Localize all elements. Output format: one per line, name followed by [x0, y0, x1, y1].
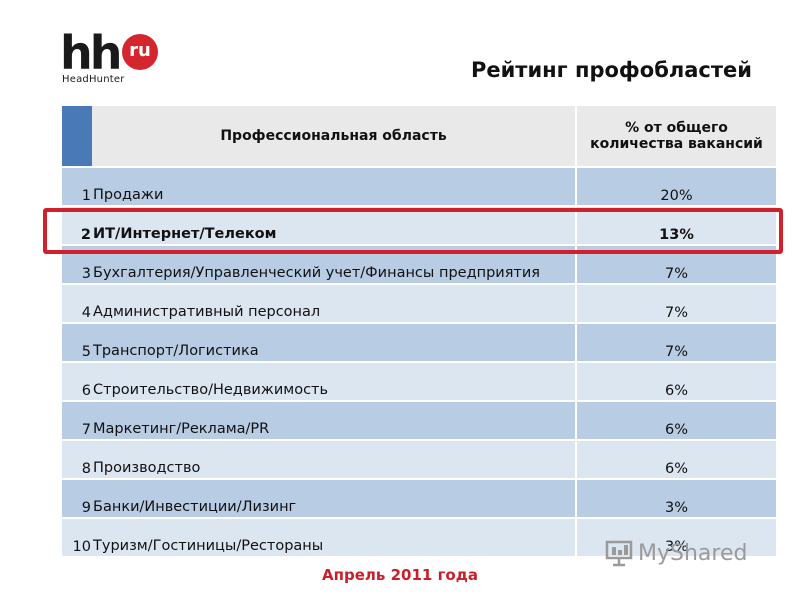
- table-row: 10 Туризм/Гостиницы/Рестораны 3%: [62, 518, 776, 558]
- row-percent: 7%: [575, 323, 776, 363]
- watermark: MyShared: [604, 537, 747, 569]
- table-row: 1 Продажи 20%: [62, 167, 776, 207]
- table-row: 7 Маркетинг/Реклама/PR 6%: [62, 401, 776, 441]
- row-percent: 6%: [575, 401, 776, 441]
- table-body: 1 Продажи 20% 2 ИТ/Интернет/Телеком 13% 3 Бухга…: [62, 167, 776, 558]
- row-rank: 3: [62, 245, 92, 285]
- row-rank: 2: [62, 206, 92, 246]
- percent-column-header: % от общего количества вакансий: [575, 106, 776, 168]
- row-area: Производство: [92, 440, 576, 480]
- headhunter-logo: hh ru HeadHunter: [60, 30, 160, 90]
- row-area: Продажи: [92, 167, 576, 207]
- row-rank: 4: [62, 284, 92, 324]
- row-percent: 6%: [575, 362, 776, 402]
- row-percent: 3%: [575, 479, 776, 519]
- table-row: 4 Административный персонал 7%: [62, 284, 776, 324]
- logo-badge: ru: [122, 34, 158, 70]
- row-area: Административный персонал: [92, 284, 576, 324]
- row-percent: 6%: [575, 440, 776, 480]
- logo-subtitle: HeadHunter: [62, 74, 125, 85]
- row-area: Строительство/Недвижимость: [92, 362, 576, 402]
- watermark-text: MyShared: [638, 540, 748, 566]
- row-area: Маркетинг/Реклама/PR: [92, 401, 576, 441]
- row-percent: 13%: [575, 206, 776, 246]
- row-area: ИТ/Интернет/Телеком: [92, 206, 576, 246]
- table-row: 3 Бухгалтерия/Управленческий учет/Финансы…: [62, 245, 776, 285]
- row-rank: 1: [62, 167, 92, 207]
- row-area: Бухгалтерия/Управленческий учет/Финансы …: [92, 245, 576, 285]
- rating-table: Профессиональная область % от общего кол…: [62, 106, 776, 558]
- row-rank: 9: [62, 479, 92, 519]
- row-rank: 8: [62, 440, 92, 480]
- row-area: Туризм/Гостиницы/Рестораны: [92, 518, 576, 558]
- rank-column-header: [62, 106, 92, 168]
- row-percent: 7%: [575, 284, 776, 324]
- table-header-row: Профессиональная область % от общего кол…: [62, 106, 776, 168]
- row-rank: 10: [62, 518, 92, 558]
- row-rank: 7: [62, 401, 92, 441]
- row-percent: 7%: [575, 245, 776, 285]
- table-row: 6 Строительство/Недвижимость 6%: [62, 362, 776, 402]
- row-percent: 20%: [575, 167, 776, 207]
- table-row: 2 ИТ/Интернет/Телеком 13%: [62, 206, 776, 246]
- table-row: 8 Производство 6%: [62, 440, 776, 480]
- row-rank: 5: [62, 323, 92, 363]
- table-row: 9 Банки/Инвестиции/Лизинг 3%: [62, 479, 776, 519]
- row-rank: 6: [62, 362, 92, 402]
- rating-table-container: Профессиональная область % от общего кол…: [62, 106, 776, 558]
- footer-date: Апрель 2011 года: [322, 566, 478, 584]
- row-area: Транспорт/Логистика: [92, 323, 576, 363]
- row-percent: 3%: [575, 518, 776, 558]
- logo-mark: hh: [60, 26, 122, 80]
- area-column-header: Профессиональная область: [92, 106, 576, 168]
- table-row: 5 Транспорт/Логистика 7%: [62, 323, 776, 363]
- page-title: Рейтинг профобластей: [470, 58, 752, 82]
- row-area: Банки/Инвестиции/Лизинг: [92, 479, 576, 519]
- presentation-board-icon: [605, 540, 633, 567]
